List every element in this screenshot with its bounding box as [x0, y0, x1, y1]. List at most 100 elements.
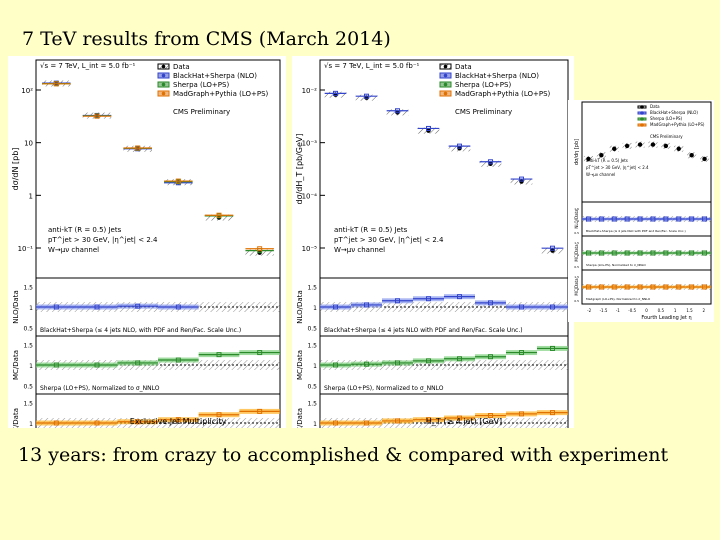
legend-marker	[443, 73, 448, 78]
ratio-marker	[676, 284, 682, 290]
ht-distribution-panel: √s = 7 TeV, L_int = 5.0 fb⁻¹ Data BlackHat…	[292, 56, 574, 462]
ratio-marker	[175, 357, 181, 363]
y-tick-label: 10⁻⁵	[302, 245, 318, 253]
preliminary-label: CMS Preliminary	[650, 134, 683, 139]
cut-label: pT^jet > 30 GeV, |η^jet| < 2.4	[48, 236, 158, 244]
ratio-marker	[689, 216, 695, 222]
legend-label: BlackHat+Sherpa (NLO)	[455, 72, 539, 80]
data-point	[702, 156, 707, 162]
energy-lumi-label: √s = 7 TeV, L_int = 5.0 fb⁻¹	[324, 62, 420, 70]
prediction-marker	[426, 125, 431, 131]
legend-marker	[640, 123, 644, 127]
legend-label: MadGraph+Pythia (LO+PS)	[173, 90, 269, 98]
ratio-marker	[585, 250, 591, 256]
legend-marker	[161, 64, 166, 69]
y-tick-label: 10²	[21, 87, 33, 95]
prediction-marker	[457, 143, 462, 149]
ratio-marker	[611, 284, 617, 290]
prediction-marker	[257, 246, 263, 252]
cut-label: anti-kT (R = 0.5) Jets	[48, 226, 122, 234]
x-axis-label: Exclusive Jet Multiplicity	[130, 417, 227, 426]
ratio-y-label: MC/Data	[12, 408, 20, 428]
ratio-marker	[624, 216, 630, 222]
legend-label: BlackHat+Sherpa (NLO)	[650, 110, 698, 115]
x-tick-label: -1.5	[600, 308, 608, 313]
ratio-y-tick-label: 1	[313, 421, 317, 428]
ratio-y-tick-label: 0.5	[574, 231, 579, 235]
ratio-marker	[488, 413, 493, 419]
legend-label: MadGraph+Pythia (LO+PS)	[650, 122, 705, 127]
ratio-y-label: MC/Data	[296, 350, 304, 380]
ratio-marker	[624, 250, 630, 256]
ratio-marker	[364, 361, 369, 367]
slide-caption: 13 years: from crazy to accomplished & c…	[18, 444, 669, 466]
prediction-marker	[364, 93, 369, 99]
ratio-description: Blackhat+Sherpa (≤ 4 jets NLO with PDF a…	[324, 327, 523, 334]
ratio-description: Madgraph (LO+PS), Normalized to σ_NNLO	[586, 297, 651, 301]
prediction-marker	[395, 108, 400, 114]
ratio-marker	[702, 216, 708, 222]
ratio-marker	[395, 298, 400, 304]
legend-marker	[443, 82, 448, 87]
ratio-marker	[216, 412, 222, 418]
ratio-marker	[598, 250, 604, 256]
ratio-marker	[395, 360, 400, 366]
prediction-marker	[94, 113, 100, 119]
legend-marker	[161, 82, 166, 87]
ratio-marker	[135, 360, 141, 366]
ratio-marker	[637, 216, 643, 222]
ratio-marker	[135, 419, 141, 425]
legend-marker	[640, 105, 644, 109]
ratio-description: Sherpa (LO+PS), Normalized to σ_NNLO	[586, 263, 646, 267]
ratio-marker	[663, 284, 669, 290]
ratio-marker	[488, 354, 493, 360]
y-tick-label: 1	[29, 192, 33, 200]
ratio-marker	[689, 250, 695, 256]
prediction-marker	[519, 176, 524, 182]
data-point	[586, 156, 591, 162]
ratio-marker	[333, 420, 338, 426]
ratio-marker	[333, 362, 338, 368]
data-point	[599, 153, 604, 158]
ratio-marker	[426, 296, 431, 302]
ratio-marker	[650, 250, 656, 256]
data-point	[689, 153, 694, 158]
main-frame	[581, 101, 712, 203]
ratio-marker	[175, 304, 181, 310]
legend-label: Sherpa (LO+PS)	[455, 81, 511, 89]
ratio-y-tick-label: 1	[29, 363, 33, 370]
y-tick-label: 10⁻²	[302, 87, 318, 95]
ratio-y-tick-label: 1.5	[574, 241, 579, 245]
ratio-y-tick-label: 1	[29, 305, 33, 312]
ratio-y-tick-label: 0.5	[307, 384, 317, 391]
ratio-marker	[663, 250, 669, 256]
ratio-marker	[519, 411, 524, 417]
legend-label: Data	[455, 63, 472, 71]
legend-label: MadGraph+Pythia (LO+PS)	[455, 90, 551, 98]
fourth-jet-eta-panel: Data BlackHat+Sherpa (NLO) Sherpa (LO+PS) M…	[568, 100, 714, 322]
ratio-marker	[550, 410, 555, 416]
cut-label: W→μν channel	[586, 172, 615, 177]
legend-marker	[640, 117, 644, 121]
ratio-description: Sherpa (LO+PS), Normalized to σ_NNLO	[324, 385, 444, 392]
ratio-marker	[702, 284, 708, 290]
prediction-marker	[216, 212, 222, 218]
ratio-y-label: MC/Data	[296, 408, 304, 428]
legend-marker	[161, 91, 166, 96]
prediction-marker	[550, 245, 555, 251]
prediction-marker	[488, 159, 493, 165]
ratio-y-tick-label: 1.5	[307, 342, 317, 349]
cut-label: pT^jet > 30 GeV, |η^jet| < 2.4	[586, 165, 649, 170]
y-tick-label: 10⁻³	[302, 140, 318, 148]
ratio-marker	[53, 420, 59, 426]
ratio-marker	[94, 362, 100, 368]
ratio-marker	[550, 304, 555, 310]
ratio-marker	[611, 250, 617, 256]
ratio-y-tick-label: 0.5	[574, 299, 579, 303]
legend-label: Sherpa (LO+PS)	[173, 81, 229, 89]
ratio-marker	[650, 216, 656, 222]
ratio-y-tick-label: 1.5	[307, 284, 317, 291]
ratio-marker	[663, 216, 669, 222]
ratio-marker	[364, 302, 369, 308]
y-axis-label: dσ/dN [pb]	[11, 148, 20, 191]
